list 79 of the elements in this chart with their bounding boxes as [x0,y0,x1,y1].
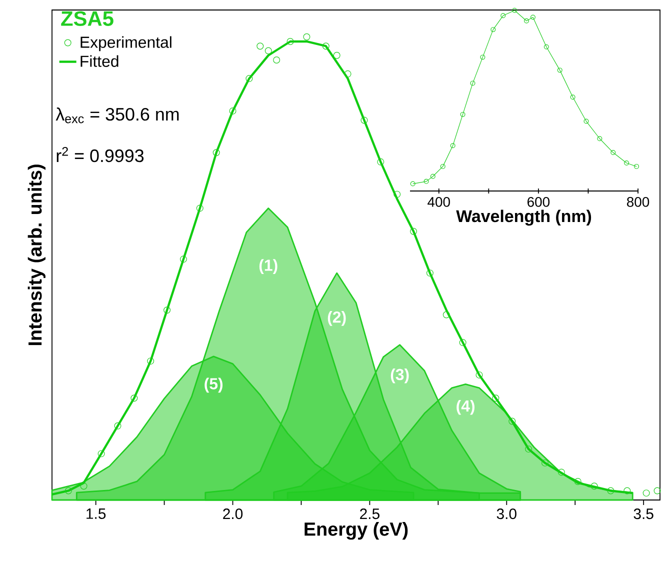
point [480,54,486,60]
x-tick-label: 400 [428,197,450,207]
point [246,75,253,82]
x-tick-label: 2.0 [223,508,243,520]
point [264,47,272,54]
point [570,94,576,100]
x-tick-label: 3.0 [496,508,516,520]
point [164,306,171,314]
point [460,112,466,117]
point [607,487,614,494]
point [558,468,565,476]
x-tick-label: 1.5 [86,508,106,519]
point [544,44,549,50]
chart-title: ZSA5 [61,11,114,26]
point [500,13,506,18]
point [64,487,72,494]
point [541,459,548,466]
point [590,482,598,490]
point [654,487,661,494]
point [476,371,483,378]
point [490,27,496,32]
legend-label: Experimental [80,36,172,52]
point [624,487,631,494]
annotation: r$^{2}$ = 0.9993 [56,146,144,162]
point [196,204,204,212]
annotation: λ$_{exc}$ = 350.6 nm [56,107,179,124]
point [286,38,294,45]
legend-label: Fitted [80,55,118,67]
point [344,70,352,78]
point [470,80,476,86]
point [430,174,436,179]
point [114,422,122,430]
point [333,52,340,59]
point [459,339,466,346]
point [229,107,236,114]
x-tick-label: 2.5 [360,508,380,520]
point [557,68,562,73]
point [212,149,220,156]
point [426,270,434,277]
point [642,490,650,497]
x-tick-label: 600 [528,197,550,207]
point [360,116,368,124]
point [512,8,518,13]
x-axis-title: Wavelength (nm) [456,210,592,226]
point [440,164,446,169]
point [574,478,582,485]
point [147,358,154,365]
point [303,33,310,40]
point [524,18,529,24]
point [624,160,630,166]
point [98,450,105,458]
x-axis-title: Energy (eV) [304,522,408,540]
x-tick-label: 800 [626,197,650,207]
point [450,143,456,148]
series-label: (1) [259,259,278,274]
point [394,190,401,198]
series-label: (4) [456,400,474,415]
point [597,136,602,142]
point [530,14,536,20]
y-axis-title: Intensity (arb. units) [28,164,46,346]
series-label: (5) [204,378,223,393]
point [584,118,589,124]
point [256,42,264,50]
point [525,446,532,453]
point [508,418,516,425]
point [492,394,500,402]
point [322,42,330,50]
point [410,228,418,235]
series-label: (3) [390,368,409,384]
point [130,394,138,402]
point [80,482,88,490]
point [610,150,616,156]
x-tick-label: 3.5 [634,508,654,520]
point [180,256,187,263]
point [377,158,384,166]
point [442,311,450,318]
point [424,178,429,184]
point [273,56,280,64]
series-label: (2) [328,311,346,326]
